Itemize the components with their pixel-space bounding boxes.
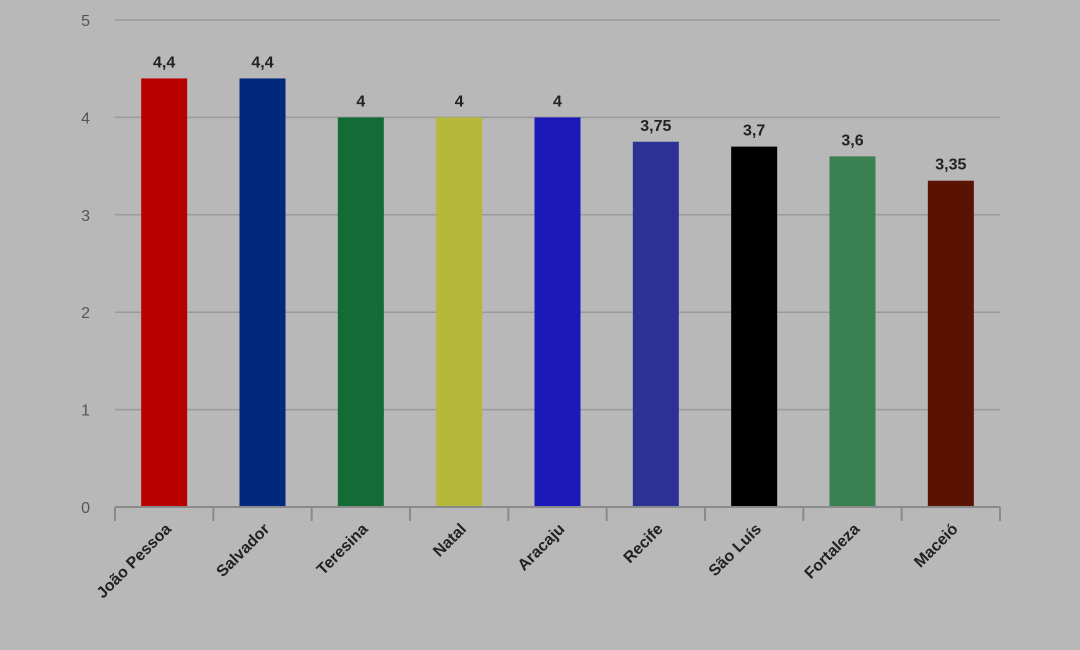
data-label: 3,35 (935, 157, 966, 174)
bar (337, 117, 384, 508)
x-tick-label: Salvador (214, 521, 274, 581)
data-label: 4,4 (153, 54, 175, 71)
bars (141, 78, 974, 508)
x-tick-label: Maceió (911, 521, 962, 572)
x-tick-label: Teresina (314, 521, 372, 579)
y-tick-label: 0 (81, 500, 90, 517)
data-label: 4 (455, 93, 464, 110)
y-tick-label: 1 (81, 403, 90, 420)
x-tick-label: Natal (430, 521, 470, 561)
data-label: 4 (553, 93, 562, 110)
y-tick-label: 5 (81, 13, 90, 30)
y-tick-label: 3 (81, 208, 90, 225)
bar (239, 78, 286, 507)
bar (632, 141, 679, 507)
y-axis-ticks: 0 1 2 3 4 5 (81, 13, 90, 517)
x-axis (114, 506, 1001, 521)
bar (829, 156, 876, 508)
y-tick-label: 4 (81, 110, 90, 127)
data-label: 3,7 (743, 123, 765, 140)
x-axis-tick-labels: João Pessoa Salvador Teresina Natal Aracaju R… (94, 521, 962, 602)
bar (534, 117, 581, 508)
bar (436, 117, 483, 508)
data-label: 3,75 (640, 118, 671, 135)
bar (141, 78, 188, 507)
bar (731, 146, 778, 507)
x-tick-label: São Luís (706, 521, 765, 580)
bar (927, 180, 974, 507)
x-tick-label: Aracaju (515, 521, 569, 575)
data-label: 3,6 (841, 132, 863, 149)
y-tick-label: 2 (81, 305, 90, 322)
x-tick-label: Fortaleza (802, 521, 864, 583)
data-label: 4 (356, 93, 365, 110)
x-tick-label: João Pessoa (94, 521, 175, 602)
x-tick-label: Recife (621, 521, 667, 567)
data-labels: 4,4 4,4 4 4 4 3,75 3,7 3,6 3,35 (153, 54, 966, 173)
data-label: 4,4 (251, 54, 273, 71)
